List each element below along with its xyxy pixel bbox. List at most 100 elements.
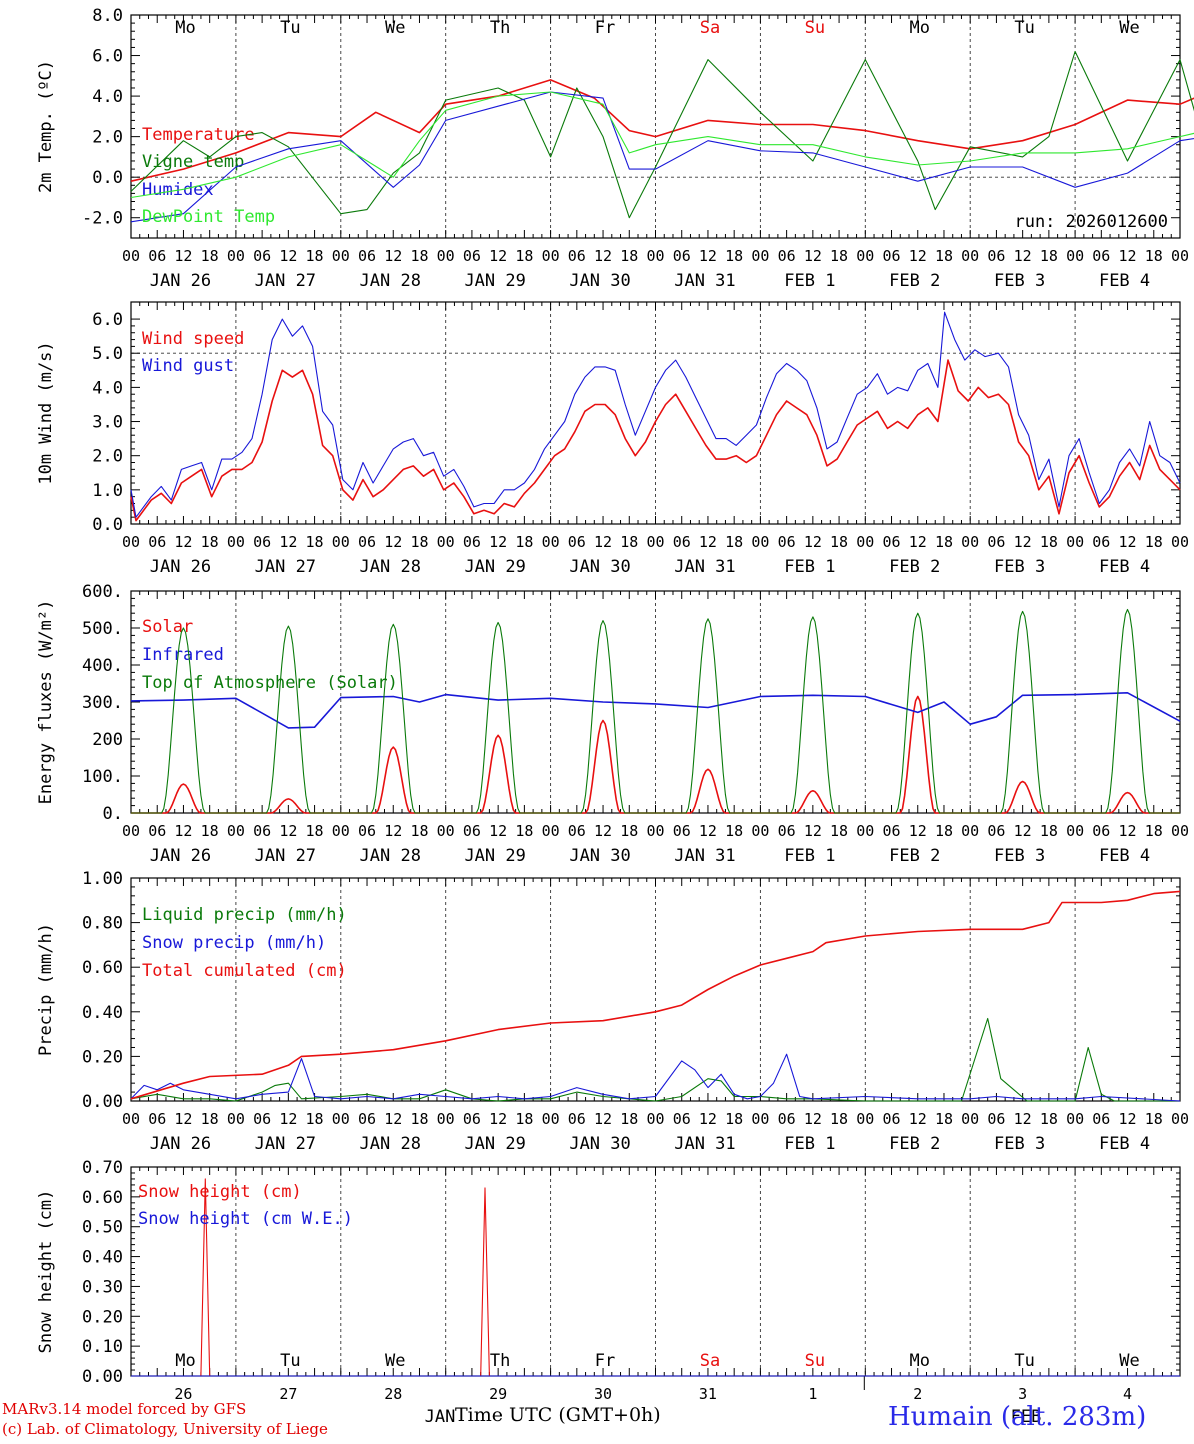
energy-ytick-label: 600.: [82, 582, 123, 602]
wind-hour-label: 12: [279, 533, 297, 551]
energy-hour-label: 18: [201, 822, 219, 840]
temp-ytick-label: 0.0: [92, 168, 123, 188]
temp-hour-label: 00: [437, 247, 455, 265]
precip-hour-label: 00: [961, 1110, 979, 1128]
snow-ytick-label: 0.60: [82, 1188, 123, 1208]
temp-hour-label: 00: [332, 247, 350, 265]
temp-hour-label: 18: [515, 247, 533, 265]
precip-hour-label: 18: [620, 1110, 638, 1128]
energy-hour-label: 12: [279, 822, 297, 840]
wind-hour-label: 18: [410, 533, 428, 551]
temp-ytick-label: 4.0: [92, 87, 123, 107]
temp-hour-label: 06: [1092, 247, 1110, 265]
temp-hour-label: 00: [542, 247, 560, 265]
energy-hour-label: 06: [673, 822, 691, 840]
temp-weekday-label: Mo: [910, 18, 930, 38]
precip-hour-label: 12: [804, 1110, 822, 1128]
temp-hour-label: 00: [646, 247, 664, 265]
wind-hour-label: 12: [1014, 533, 1032, 551]
snow-ytick-label: 0.00: [82, 1367, 123, 1387]
snow-weekday-label: We: [385, 1351, 405, 1371]
wind-legend-0: Wind speed: [142, 329, 244, 349]
energy-ylabel: Energy fluxes (W/m²): [36, 600, 56, 805]
wind-hour-label: 00: [751, 533, 769, 551]
temp-ytick-label: 8.0: [92, 6, 123, 26]
x-axis-title: Time UTC (GMT+0h): [455, 1404, 661, 1426]
precip-hour-label: 12: [699, 1110, 717, 1128]
energy-date-label: FEB 4: [1099, 846, 1150, 866]
precip-ytick-label: 0.00: [82, 1092, 123, 1112]
snow-day-number: 27: [279, 1385, 297, 1403]
energy-hour-label: 12: [489, 822, 507, 840]
precip-hour-label: 06: [148, 1110, 166, 1128]
energy-hour-label: 18: [725, 822, 743, 840]
wind-hour-label: 00: [122, 533, 140, 551]
precip-hour-label: 12: [1014, 1110, 1032, 1128]
wind-hour-label: 00: [856, 533, 874, 551]
temp-hour-label: 12: [699, 247, 717, 265]
precip-legend-1: Snow precip (mm/h): [142, 933, 326, 953]
temp-date-label: FEB 3: [994, 271, 1045, 291]
wind-hour-label: 18: [1040, 533, 1058, 551]
energy-ytick-label: 300.: [82, 693, 123, 713]
energy-date-label: FEB 2: [889, 846, 940, 866]
temp-date-label: FEB 4: [1099, 271, 1150, 291]
wind-ytick-label: 5.0: [92, 344, 123, 364]
station-name: Humain (alt. 283m): [888, 1402, 1147, 1432]
temp-hour-label: 00: [1066, 247, 1084, 265]
precip-date-label: FEB 3: [994, 1134, 1045, 1154]
precip-hour-label: 00: [542, 1110, 560, 1128]
snow-day-number: 26: [174, 1385, 192, 1403]
precip-hour-label: 00: [122, 1110, 140, 1128]
energy-hour-label: 00: [961, 822, 979, 840]
snow-weekday-label: Sa: [700, 1351, 720, 1371]
wind-hour-label: 06: [882, 533, 900, 551]
precip-hour-label: 12: [384, 1110, 402, 1128]
snow-day-number: 31: [699, 1385, 717, 1403]
wind-hour-label: 18: [306, 533, 324, 551]
temp-weekday-label: Mo: [175, 18, 195, 38]
snow-month-jan: JAN: [425, 1407, 456, 1427]
snow-weekday-label: Tu: [280, 1351, 300, 1371]
snow-weekday-label: Mo: [175, 1351, 195, 1371]
wind-date-label: FEB 4: [1099, 557, 1150, 577]
snow-day-number: 28: [384, 1385, 402, 1403]
snow-day-number: 4: [1123, 1385, 1132, 1403]
precip-hour-label: 00: [227, 1110, 245, 1128]
energy-hour-label: 12: [804, 822, 822, 840]
precip-ytick-label: 0.80: [82, 914, 123, 934]
energy-hour-label: 06: [882, 822, 900, 840]
precip-hour-label: 00: [1066, 1110, 1084, 1128]
precip-date-label: FEB 2: [889, 1134, 940, 1154]
wind-date-label: JAN 31: [674, 557, 735, 577]
temp-hour-label: 12: [279, 247, 297, 265]
precip-hour-label: 06: [673, 1110, 691, 1128]
temp-ytick-label: 2.0: [92, 128, 123, 148]
temp-hour-label: 18: [1145, 247, 1163, 265]
energy-hour-label: 00: [646, 822, 664, 840]
energy-hour-label: 18: [515, 822, 533, 840]
energy-hour-label: 12: [1014, 822, 1032, 840]
snow-ytick-label: 0.30: [82, 1277, 123, 1297]
snow-day-number: 2: [913, 1385, 922, 1403]
wind-hour-label: 12: [384, 533, 402, 551]
energy-hour-label: 06: [358, 822, 376, 840]
wind-hour-label: 18: [1145, 533, 1163, 551]
precip-series-liquid-precip-mm-h-: [130, 1017, 1180, 1102]
temp-hour-label: 18: [410, 247, 428, 265]
wind-date-label: FEB 1: [784, 557, 835, 577]
energy-hour-label: 18: [306, 822, 324, 840]
energy-series-top-of-atmosphere-solar-: [131, 608, 1180, 814]
energy-date-label: JAN 30: [569, 846, 630, 866]
precip-hour-label: 00: [1171, 1110, 1189, 1128]
energy-date-label: JAN 26: [150, 846, 211, 866]
precip-date-label: JAN 30: [569, 1134, 630, 1154]
precip-hour-label: 18: [1145, 1110, 1163, 1128]
temp-weekday-label: Fr: [595, 18, 615, 38]
snow-weekday-label: Su: [805, 1351, 825, 1371]
temp-hour-label: 00: [751, 247, 769, 265]
energy-hour-label: 06: [148, 822, 166, 840]
temp-weekday-label: Tu: [1014, 18, 1034, 38]
